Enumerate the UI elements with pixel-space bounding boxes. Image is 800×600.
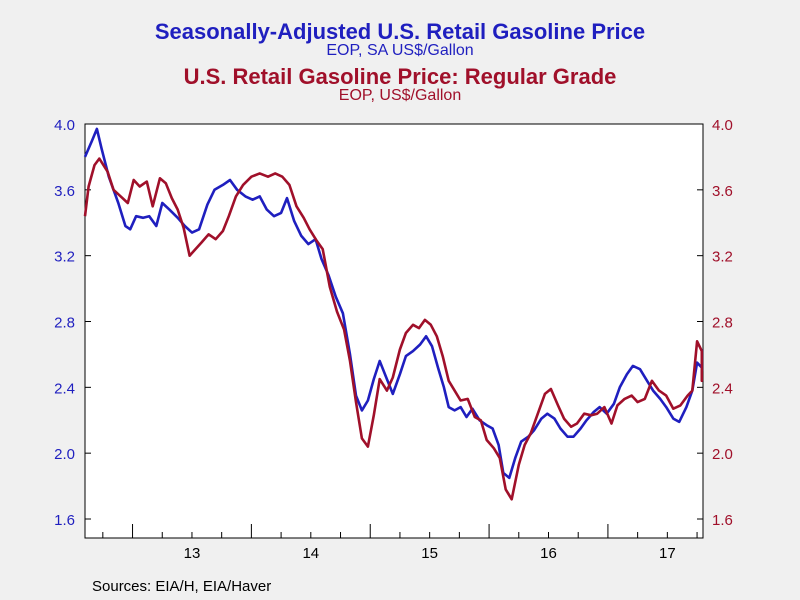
y-tick-label-right: 2.0 <box>712 446 733 463</box>
y-tick-label-left: 2.8 <box>54 315 75 332</box>
chart-subtitle-2: EOP, US$/Gallon <box>338 87 462 104</box>
sources-note: Sources: EIA/H, EIA/Haver <box>92 578 272 595</box>
chart-title-2: U.S. Retail Gasoline Price: Regular Grad… <box>183 64 617 89</box>
y-tick-label-left: 3.2 <box>54 249 75 266</box>
y-tick-label-left: 2.4 <box>54 380 75 397</box>
x-tick-label: 17 <box>659 545 676 562</box>
x-tick-label: 13 <box>184 545 201 562</box>
y-tick-label-left: 4.0 <box>54 117 75 134</box>
x-tick-label: 16 <box>540 545 557 562</box>
y-tick-label-right: 3.6 <box>712 183 733 200</box>
y-tick-label-right: 1.6 <box>712 512 733 529</box>
y-tick-label-left: 1.6 <box>54 512 75 529</box>
chart-title: Seasonally-Adjusted U.S. Retail Gasoline… <box>154 19 646 44</box>
y-tick-label-left: 3.6 <box>54 183 75 200</box>
x-tick-label: 14 <box>302 545 319 562</box>
y-tick-label-right: 2.8 <box>712 315 733 332</box>
plot-area <box>84 123 704 539</box>
y-tick-label-right: 4.0 <box>712 117 733 134</box>
x-tick-label: 15 <box>421 545 438 562</box>
y-tick-label-right: 2.4 <box>712 380 733 397</box>
y-tick-label-left: 2.0 <box>54 446 75 463</box>
series-line-regular-grade <box>83 157 704 501</box>
y-tick-label-right: 3.2 <box>712 249 733 266</box>
chart-subtitle: EOP, SA US$/Gallon <box>326 42 474 59</box>
series-line-seasonally-adjusted <box>83 127 704 480</box>
